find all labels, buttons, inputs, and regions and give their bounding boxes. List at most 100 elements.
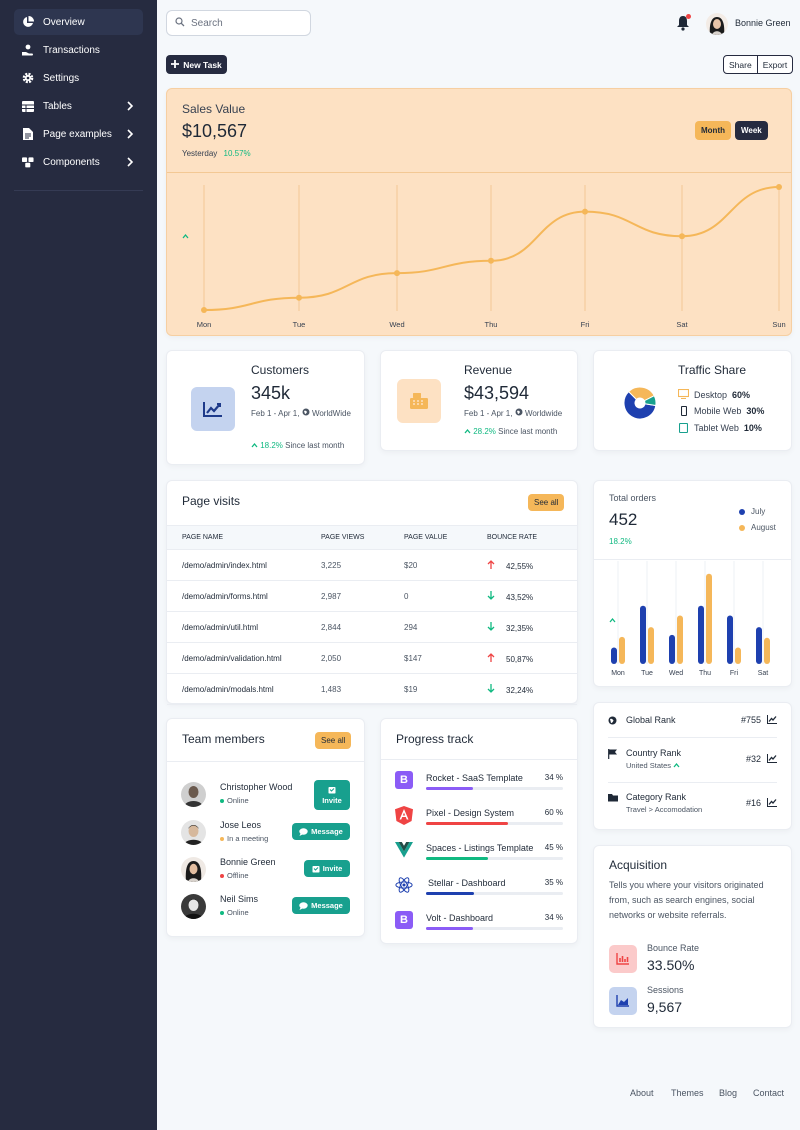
progress-bar bbox=[426, 787, 563, 790]
progress-fill bbox=[426, 927, 473, 930]
sales-label: Sales Value bbox=[182, 102, 246, 116]
cell-page-name: /demo/admin/util.html bbox=[167, 611, 321, 643]
search-input[interactable] bbox=[191, 17, 301, 29]
react-icon bbox=[395, 876, 413, 894]
invite-button[interactable]: Invite bbox=[304, 860, 350, 877]
export-button[interactable]: Export bbox=[756, 56, 793, 73]
avatar[interactable] bbox=[181, 894, 206, 919]
sidebar-item-transactions[interactable]: Transactions bbox=[14, 37, 143, 63]
chevron-right-icon bbox=[125, 128, 135, 140]
customers-card: Customers 345k Feb 1 - Apr 1, WorldWide … bbox=[166, 350, 365, 465]
sidebar-divider bbox=[14, 190, 143, 191]
sidebar-item-label: Overview bbox=[43, 16, 85, 28]
invite-button[interactable]: Invite bbox=[314, 780, 350, 810]
sidebar-item-label: Tables bbox=[43, 100, 72, 112]
country-rank-sub: United States bbox=[626, 761, 680, 770]
month-toggle-button[interactable]: Month bbox=[695, 121, 731, 140]
legend-july: July bbox=[739, 507, 765, 516]
cell-page-views: 2,987 bbox=[321, 580, 404, 612]
member-status: Offline bbox=[220, 871, 249, 880]
vue-icon bbox=[395, 841, 413, 859]
acquisition-title: Acquisition bbox=[609, 858, 668, 872]
globe-icon bbox=[608, 716, 617, 727]
chart-line-icon bbox=[767, 798, 777, 809]
table-row[interactable]: /demo/admin/modals.html 1,483 $19 32,24% bbox=[167, 673, 577, 705]
folder-icon bbox=[608, 793, 619, 804]
member-name[interactable]: Jose Leos bbox=[220, 820, 262, 830]
share-button[interactable]: Share bbox=[729, 59, 752, 70]
sales-change: 10.57% bbox=[182, 149, 251, 239]
sidebar-item-overview[interactable]: Overview bbox=[14, 9, 143, 35]
member-name[interactable]: Christopher Wood bbox=[220, 782, 293, 792]
search-box[interactable] bbox=[166, 10, 311, 36]
sidebar-item-settings[interactable]: Settings bbox=[14, 65, 143, 91]
team-title: Team members bbox=[182, 732, 265, 746]
pie-slice bbox=[643, 395, 657, 407]
message-button[interactable]: Message bbox=[292, 897, 350, 914]
table-row[interactable]: /demo/admin/util.html 2,844 294 32,35% bbox=[167, 611, 577, 643]
bar-july bbox=[756, 627, 762, 664]
avatar[interactable] bbox=[181, 857, 206, 882]
sales-subline: Yesterday 10.57% bbox=[182, 149, 251, 239]
bar-july bbox=[669, 634, 675, 664]
orders-divider bbox=[594, 559, 791, 560]
share-export-group: Share Export bbox=[723, 55, 794, 74]
document-icon bbox=[22, 128, 34, 140]
table-row[interactable]: /demo/admin/forms.html 2,987 0 43,52% bbox=[167, 580, 577, 612]
footer-link-contact[interactable]: Contact bbox=[753, 1088, 785, 1098]
sales-value: $10,567 bbox=[182, 121, 248, 141]
bell-icon[interactable] bbox=[676, 15, 690, 31]
cell-page-views: 3,225 bbox=[321, 549, 404, 581]
revenue-range: Feb 1 - Apr 1, Worldwide bbox=[464, 408, 563, 418]
progress-bar bbox=[426, 892, 563, 895]
user-avatar[interactable] bbox=[706, 13, 728, 35]
x-tick-label: Fri bbox=[581, 320, 590, 329]
user-name[interactable]: Bonnie Green bbox=[735, 18, 791, 28]
data-point bbox=[679, 233, 685, 240]
new-task-button[interactable]: New Task bbox=[166, 55, 227, 74]
orders-label: Total orders bbox=[609, 493, 657, 503]
data-point bbox=[776, 184, 782, 190]
globe-icon bbox=[515, 408, 523, 418]
bootstrap-icon: B bbox=[395, 911, 413, 929]
progress-percent: 35 % bbox=[544, 878, 563, 887]
data-point bbox=[296, 294, 302, 301]
chart-line-icon bbox=[767, 754, 777, 765]
member-name[interactable]: Neil Sims bbox=[220, 894, 259, 904]
team-see-all-button[interactable]: See all bbox=[315, 732, 352, 749]
progress-percent: 34 % bbox=[544, 913, 563, 922]
footer-link-about[interactable]: About bbox=[630, 1088, 654, 1098]
sales-period: Yesterday bbox=[182, 149, 218, 158]
x-tick-label: Mon bbox=[611, 670, 625, 677]
table-row[interactable]: /demo/admin/index.html 3,225 $20 42,55% bbox=[167, 549, 577, 581]
progress-fill bbox=[426, 892, 474, 895]
page-visits-see-all-button[interactable]: See all bbox=[528, 494, 565, 511]
ranks-card: Global Rank #755 Country Rank United Sta… bbox=[593, 702, 792, 830]
footer-link-themes[interactable]: Themes bbox=[671, 1088, 704, 1098]
header-page-views: PAGE VIEWS bbox=[321, 525, 404, 550]
sales-value-card: Sales Value $10,567 Yesterday 10.57% Mon… bbox=[166, 88, 792, 336]
table-row[interactable]: /demo/admin/validation.html 2,050 $147 50,8… bbox=[167, 642, 577, 674]
sidebar-item-tables[interactable]: Tables bbox=[14, 93, 143, 119]
globe-icon bbox=[302, 408, 310, 418]
progress-item: B Rocket - SaaS Template 34 % bbox=[395, 771, 563, 799]
arrow-up-icon bbox=[487, 559, 495, 569]
week-toggle-button[interactable]: Week bbox=[735, 121, 768, 140]
page-visits-card: Page visits See all PAGE NAME PAGE VIEWS… bbox=[166, 480, 578, 705]
progress-fill bbox=[426, 857, 488, 860]
sidebar-item-page-examples[interactable]: Page examples bbox=[14, 121, 143, 147]
message-button[interactable]: Message bbox=[292, 823, 350, 840]
category-rank-row: Category Rank Travel > Accomodation #16 bbox=[608, 792, 777, 820]
sidebar-item-components[interactable]: Components bbox=[14, 149, 143, 175]
progress-track-card: Progress track B Rocket - SaaS Template … bbox=[380, 718, 578, 944]
cell-bounce-rate: 42,55% bbox=[487, 549, 577, 581]
member-name[interactable]: Bonnie Green bbox=[220, 857, 276, 867]
avatar[interactable] bbox=[181, 782, 206, 807]
member-status: In a meeting bbox=[220, 834, 268, 843]
traffic-share-card: Traffic Share Desktop 60% Mobile Web 30% T… bbox=[593, 350, 792, 451]
footer-link-blog[interactable]: Blog bbox=[719, 1088, 738, 1098]
cell-page-value: 294 bbox=[404, 611, 487, 643]
table-icon bbox=[22, 100, 34, 112]
chat-bubble-icon bbox=[299, 827, 308, 836]
avatar[interactable] bbox=[181, 820, 206, 845]
